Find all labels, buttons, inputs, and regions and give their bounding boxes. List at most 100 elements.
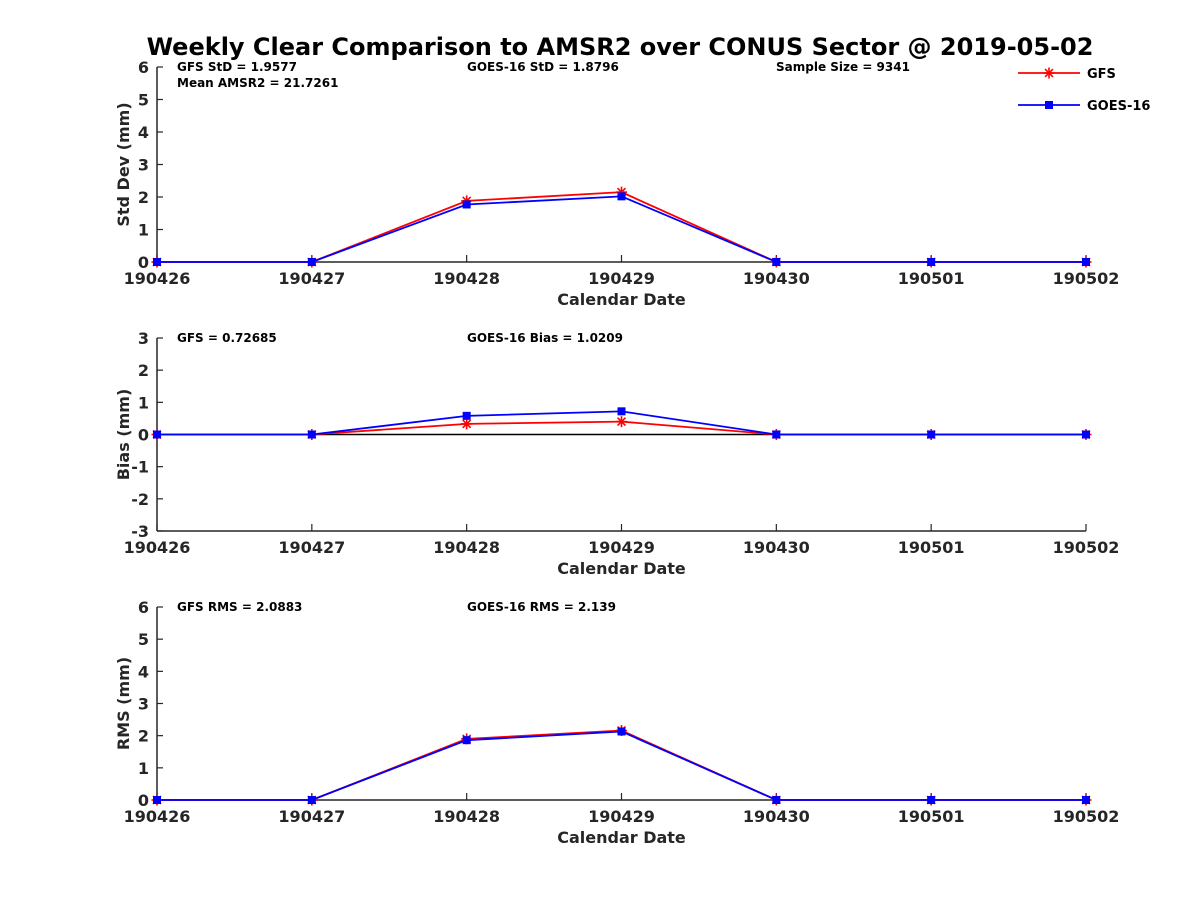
data-point	[153, 430, 161, 439]
data-point	[616, 416, 627, 428]
x-tick-label: 190428	[433, 538, 500, 557]
x-tick-label: 190427	[278, 807, 345, 826]
stat-annotation: GOES-16 StD = 1.8796	[467, 60, 619, 74]
x-tick-label: 190428	[433, 269, 500, 288]
stat-annotation: GFS RMS = 2.0883	[177, 600, 302, 614]
y-tick-label: 6	[138, 598, 149, 617]
y-tick-label: 1	[138, 393, 149, 412]
x-tick-label: 190429	[588, 538, 655, 557]
series-line	[157, 729, 1086, 801]
data-point	[462, 200, 471, 209]
data-point	[462, 736, 471, 745]
data-point	[617, 192, 626, 201]
x-tick-label: 190501	[898, 269, 965, 288]
y-tick-label: -3	[131, 522, 149, 541]
data-point	[617, 407, 626, 416]
data-point	[307, 796, 316, 804]
y-tick-label: 1	[138, 221, 149, 240]
chart-panel-1: 0 1 2 3 4 5 6 190426 190427 190428 190429 190430 190…	[114, 58, 1119, 309]
data-point	[307, 430, 316, 439]
stat-annotation: GFS StD = 1.9577	[177, 60, 297, 74]
data-point	[927, 258, 936, 266]
y-tick-label: 0	[138, 791, 149, 810]
stat-annotation: Mean AMSR2 = 21.7261	[177, 76, 338, 90]
data-point	[461, 418, 473, 430]
x-tick-label: 190501	[898, 538, 965, 557]
data-point	[1082, 430, 1090, 439]
data-point	[1082, 796, 1090, 804]
legend-marker	[1043, 67, 1055, 79]
data-point	[772, 430, 781, 439]
series-line	[157, 730, 1086, 801]
x-axis-title: Calendar Date	[557, 290, 686, 309]
chart-panels: 0 1 2 3 4 5 6 190426 190427 190428 190429 190430 190…	[114, 58, 1119, 847]
series-line	[157, 195, 1086, 263]
x-tick-label: 190429	[588, 807, 655, 826]
stat-annotation: Sample Size = 9341	[776, 60, 910, 74]
stat-annotation: GOES-16 Bias = 1.0209	[467, 331, 623, 345]
legend: GFS GOES-16	[1018, 67, 1150, 114]
chart-panel-3: 0 1 2 3 4 5 6 190426 190427 190428 190429 190430 190…	[114, 598, 1119, 847]
data-point	[462, 411, 471, 420]
series-goes-16	[153, 407, 1090, 439]
x-tick-label: 190501	[898, 807, 965, 826]
x-tick-label: 190427	[278, 538, 345, 557]
y-tick-label: 3	[138, 695, 149, 714]
y-tick-label: 5	[138, 91, 149, 110]
x-tick-label: 190428	[433, 807, 500, 826]
x-tick-label: 190502	[1053, 269, 1120, 288]
y-tick-label: 1	[138, 759, 149, 778]
x-tick-label: 190430	[743, 269, 810, 288]
x-tick-label: 190429	[588, 269, 655, 288]
chart-panel-2: -3 -2 -1 0 1 2 3 190426 190427 190428 190429 190430…	[114, 329, 1119, 578]
y-tick-label: 4	[138, 123, 149, 142]
y-axis-title: Std Dev (mm)	[114, 102, 133, 226]
x-axis-title: Calendar Date	[557, 828, 686, 847]
x-tick-label: 190426	[124, 538, 191, 557]
y-tick-label: 5	[138, 630, 149, 649]
x-tick-label: 190430	[743, 538, 810, 557]
stat-annotation: GFS = 0.72685	[177, 331, 277, 345]
legend-label: GOES-16	[1087, 99, 1150, 114]
series-gfs	[151, 416, 1092, 440]
legend-item-gfs: GFS	[1018, 67, 1116, 82]
series-goes-16	[153, 727, 1090, 804]
x-axis-title: Calendar Date	[557, 559, 686, 578]
x-tick-label: 190502	[1053, 538, 1120, 557]
series-goes-16	[153, 192, 1090, 266]
y-axis-title: Bias (mm)	[114, 389, 133, 481]
x-tick-label: 190502	[1053, 807, 1120, 826]
x-tick-label: 190426	[124, 807, 191, 826]
y-tick-label: 0	[138, 253, 149, 272]
x-tick-label: 190427	[278, 269, 345, 288]
y-tick-label: 3	[138, 329, 149, 348]
series-line	[157, 191, 1086, 263]
chart-title: Weekly Clear Comparison to AMSR2 over CO…	[147, 33, 1094, 61]
data-point	[153, 796, 161, 804]
y-tick-label: 0	[138, 426, 149, 445]
x-tick-label: 190426	[124, 269, 191, 288]
y-tick-label: 2	[138, 727, 149, 746]
y-tick-label: 4	[138, 662, 149, 681]
y-tick-label: 6	[138, 58, 149, 77]
y-axis-title: RMS (mm)	[114, 657, 133, 750]
x-tick-label: 190430	[743, 807, 810, 826]
data-point	[1082, 258, 1090, 266]
y-tick-label: 2	[138, 188, 149, 207]
legend-marker	[1045, 101, 1053, 109]
data-point	[927, 430, 936, 439]
y-tick-label: -2	[131, 490, 149, 509]
data-point	[617, 727, 626, 736]
y-tick-label: -1	[131, 458, 149, 477]
data-point	[307, 258, 316, 266]
legend-label: GFS	[1087, 67, 1116, 82]
data-point	[772, 796, 781, 804]
y-tick-label: 2	[138, 361, 149, 380]
y-tick-label: 3	[138, 156, 149, 175]
legend-item-goes-16: GOES-16	[1018, 99, 1150, 114]
data-point	[927, 796, 936, 804]
data-point	[772, 258, 781, 266]
stat-annotation: GOES-16 RMS = 2.139	[467, 600, 616, 614]
data-point	[153, 258, 161, 266]
